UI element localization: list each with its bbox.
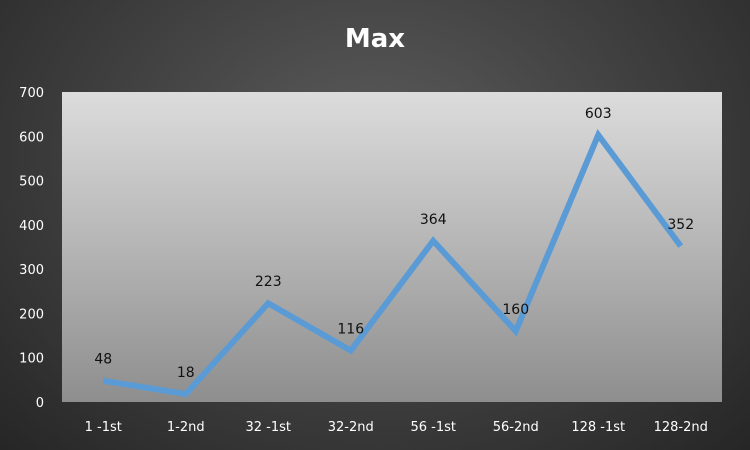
x-tick-label: 1-2nd [167, 420, 205, 435]
x-tick-label: 128-2nd [654, 420, 708, 435]
y-axis-ticks: 0 100 200 300 400 500 600 700 [19, 86, 44, 411]
x-tick-label: 128 -1st [571, 420, 625, 435]
y-tick-label: 400 [19, 219, 44, 234]
data-label: 160 [502, 302, 529, 318]
chart-title: Max [344, 24, 406, 54]
y-tick-label: 700 [19, 86, 44, 101]
y-tick-label: 300 [19, 263, 44, 278]
data-label: 223 [255, 274, 282, 290]
data-label: 18 [177, 365, 195, 381]
data-labels: 48 18 223 116 364 160 603 352 [94, 106, 694, 381]
data-label: 48 [94, 352, 112, 368]
x-tick-label: 32 -1st [245, 420, 291, 435]
data-label: 116 [337, 322, 364, 338]
y-tick-label: 200 [19, 307, 44, 322]
plot-area [62, 92, 722, 402]
y-tick-label: 500 [19, 175, 44, 190]
series-line [102, 128, 684, 398]
x-tick-label: 56-2nd [493, 420, 539, 435]
data-label: 364 [420, 212, 447, 228]
x-tick-label: 32-2nd [328, 420, 374, 435]
y-tick-label: 600 [19, 130, 44, 145]
y-tick-label: 0 [36, 396, 44, 411]
y-tick-label: 100 [19, 352, 44, 367]
x-tick-label: 56 -1st [410, 420, 456, 435]
x-axis-ticks: 1 -1st 1-2nd 32 -1st 32-2nd 56 -1st 56-2nd 128… [85, 420, 708, 435]
data-label: 352 [667, 217, 694, 233]
data-label: 603 [585, 106, 612, 122]
x-tick-label: 1 -1st [85, 420, 122, 435]
